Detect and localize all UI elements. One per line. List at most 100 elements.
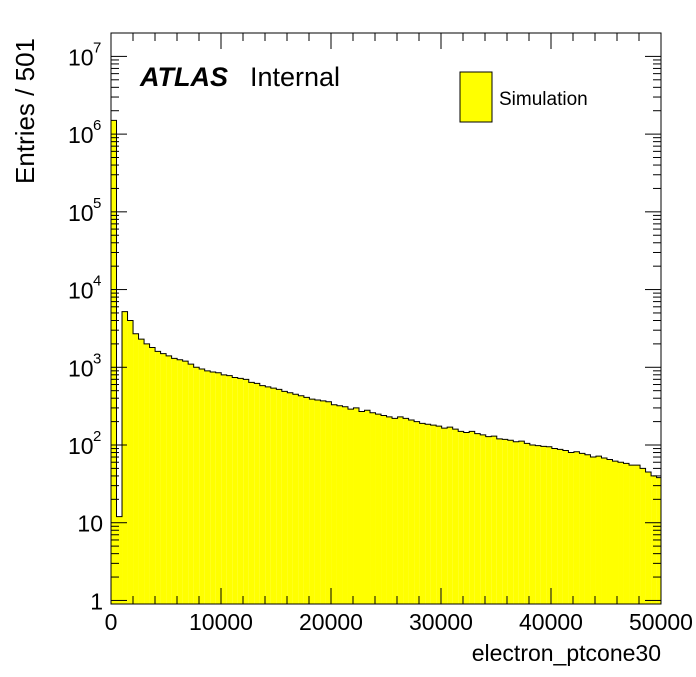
histogram-bar — [193, 367, 200, 604]
histogram-bar — [551, 448, 558, 604]
histogram-bar — [568, 452, 574, 604]
histogram-bar — [623, 463, 630, 604]
histogram-bar — [237, 378, 244, 604]
histogram-bar — [414, 421, 420, 604]
x-tick-label: 40000 — [519, 609, 583, 635]
histogram-bar — [606, 459, 613, 604]
histogram-bar — [430, 425, 437, 604]
y-tick-label: 1 — [90, 588, 103, 614]
histogram-bar — [210, 371, 216, 604]
histogram-bar — [342, 406, 348, 604]
y-tick-exponent: 6 — [93, 117, 101, 134]
histogram-bar — [452, 429, 459, 604]
histogram-bar — [463, 432, 470, 604]
histogram-bar — [595, 456, 602, 604]
histogram-bars — [110, 119, 662, 605]
histogram-bar — [276, 389, 282, 604]
histogram-bar — [127, 320, 134, 604]
histogram-bar — [656, 477, 661, 604]
histogram-bar — [386, 416, 393, 604]
histogram-bar — [320, 400, 326, 604]
histogram-bar — [629, 465, 635, 604]
histogram-bar — [204, 370, 211, 604]
histogram-bar — [618, 462, 624, 604]
histogram-bar — [447, 427, 453, 604]
histogram-bar — [491, 436, 497, 604]
histogram-bar — [298, 395, 304, 604]
y-tick-label: 10 — [68, 44, 94, 70]
histogram-bar — [303, 397, 310, 604]
histogram-bar — [557, 449, 563, 604]
histogram-bar — [375, 414, 382, 604]
y-tick-exponent: 3 — [93, 350, 101, 367]
histogram-bar — [243, 379, 249, 604]
histogram-bar — [309, 399, 315, 604]
histogram-bar — [122, 311, 128, 604]
histogram-bar — [546, 446, 552, 604]
histogram-bar — [370, 412, 376, 604]
histogram-bar — [419, 423, 426, 604]
histogram-bar — [645, 471, 652, 604]
histogram-bar — [254, 383, 260, 604]
histogram-bar — [529, 445, 536, 604]
histogram-bar — [226, 375, 233, 604]
y-tick-exponent: 2 — [93, 428, 101, 445]
histogram-bar — [403, 418, 409, 604]
histogram-bar — [166, 355, 172, 604]
histogram-bar — [397, 416, 404, 604]
histogram-bar — [502, 439, 508, 604]
y-tick-exponent: 4 — [93, 273, 101, 290]
histogram-bar — [485, 436, 492, 604]
histogram-bar — [270, 388, 277, 604]
histogram-bar — [116, 516, 123, 604]
x-tick-label: 30000 — [409, 609, 473, 635]
histogram-bar — [469, 431, 475, 604]
histogram-bar — [177, 359, 183, 604]
histogram-bar — [331, 404, 337, 604]
histogram-bar — [441, 428, 448, 604]
legend-entry-label: Simulation — [499, 89, 588, 110]
histogram-bar — [353, 407, 359, 604]
histogram-bar — [634, 465, 641, 604]
histogram-bar — [425, 424, 431, 604]
histogram-bar — [182, 361, 189, 604]
histogram-bar — [259, 385, 266, 604]
histogram-bar — [579, 453, 585, 604]
histogram-bar — [540, 446, 547, 604]
histogram-bar — [436, 426, 442, 604]
histogram-bar — [144, 343, 150, 604]
histogram-bar — [392, 418, 398, 604]
histogram-bar — [584, 454, 591, 604]
axis-ticks — [110, 32, 662, 604]
x-tick-label: 50000 — [629, 609, 693, 635]
histogram-bar — [155, 351, 161, 604]
x-tick-label: 0 — [105, 609, 118, 635]
histogram-bar — [215, 372, 222, 604]
y-tick-label: 10 — [68, 278, 94, 304]
histogram-bar — [287, 392, 293, 604]
y-tick-label: 10 — [68, 355, 94, 381]
histogram-bar — [265, 386, 271, 604]
histogram-bar — [314, 399, 321, 604]
histogram-bar — [364, 410, 371, 604]
histogram-bar — [601, 458, 607, 604]
histogram-bar — [562, 450, 569, 604]
y-tick-exponent: 5 — [93, 195, 101, 212]
plot-frame — [110, 32, 662, 605]
histogram-bar — [573, 451, 580, 604]
histogram-bar — [518, 441, 525, 604]
histogram-bar — [480, 434, 486, 604]
histogram-bar — [458, 431, 464, 604]
y-tick-label: 10 — [68, 200, 94, 226]
histogram-bar — [347, 409, 354, 604]
histogram-bar — [507, 440, 514, 604]
histogram-bar — [188, 364, 194, 604]
histogram-outline — [110, 119, 662, 604]
histogram-bar — [640, 468, 646, 604]
x-tick-label: 10000 — [189, 609, 253, 635]
histogram-bar — [281, 391, 288, 604]
histogram-bar — [358, 411, 365, 604]
histogram-bar — [248, 382, 255, 604]
